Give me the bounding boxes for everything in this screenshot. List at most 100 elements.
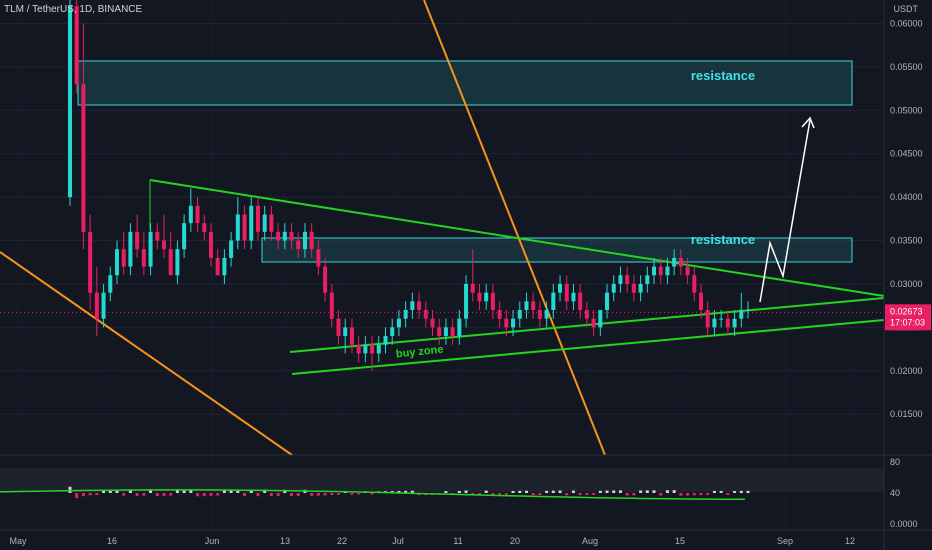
indicator-bar [263, 489, 267, 493]
candle-body [249, 205, 254, 241]
indicator-bar [531, 493, 535, 496]
candle-body [108, 275, 113, 293]
indicator-bar [652, 490, 656, 493]
candle [148, 223, 153, 276]
indicator-bar [370, 493, 374, 495]
candle [665, 257, 670, 284]
candle [175, 240, 180, 284]
indicator-bar [337, 493, 341, 495]
y-tick-label: 0.05000 [890, 105, 923, 115]
candle-body [376, 344, 381, 354]
countdown-value: 17:07:03 [890, 317, 925, 327]
candle [74, 0, 79, 93]
candle-body [470, 283, 475, 293]
candle [128, 223, 133, 276]
candle-body [155, 231, 160, 241]
y-tick-label: 0.04000 [890, 192, 923, 202]
candle [302, 223, 307, 258]
candle-body [396, 318, 401, 328]
symbol-header[interactable]: TLM / TetherUS, 1D, BINANCE [4, 4, 143, 15]
indicator-bar [95, 493, 99, 496]
indicator-bar [491, 493, 495, 496]
candle [551, 283, 556, 319]
candle-body [403, 309, 408, 319]
indicator-tick-label: 40 [890, 488, 900, 498]
candle [370, 336, 375, 371]
candle [645, 266, 650, 293]
candle-body [410, 301, 415, 310]
candle [564, 275, 569, 310]
candle-body [175, 249, 180, 276]
candle-body [390, 327, 395, 337]
indicator-bar [410, 490, 414, 493]
candle-body [141, 249, 146, 267]
y-tick-label: 0.04500 [890, 149, 923, 159]
candle-body [605, 292, 610, 310]
candle-body [443, 327, 448, 337]
candle [229, 231, 234, 267]
indicator-bar [679, 493, 683, 496]
candle [470, 249, 475, 302]
candle [417, 292, 422, 319]
indicator-bar [733, 490, 737, 493]
indicator-bar [504, 493, 508, 495]
candle [511, 309, 516, 337]
x-tick-label: Sep [777, 536, 793, 546]
time-axis[interactable]: May 16 Jun 13 22 Jul 11 20 Aug 15 Sep 12 [0, 529, 932, 546]
indicator-bar [686, 493, 690, 496]
candle-body [705, 309, 710, 328]
candle [222, 249, 227, 284]
indicator-bar [484, 490, 488, 493]
candle-body [678, 257, 683, 267]
candle [403, 301, 408, 328]
candle-body [558, 283, 563, 293]
candle-body [88, 231, 93, 293]
candle-body [370, 344, 375, 354]
x-tick-label: 20 [510, 536, 520, 546]
indicator-bar [518, 490, 522, 493]
candle-body [67, 6, 73, 198]
indicator-bar [639, 490, 643, 493]
candle-body [242, 214, 247, 241]
indicator-bar [578, 493, 582, 496]
candle-body [309, 231, 314, 250]
candle-body [564, 283, 569, 302]
candle [504, 309, 509, 337]
indicator-bar [189, 489, 193, 493]
x-tick-label: May [9, 536, 27, 546]
indicator-bar [209, 493, 213, 496]
candle [376, 336, 381, 363]
indicator-bar [645, 490, 649, 493]
indicator-tick-label: 80 [890, 457, 900, 467]
indicator-bar [330, 493, 334, 496]
candle-body [504, 318, 509, 328]
candle [544, 301, 549, 328]
indicator-bar [625, 493, 629, 496]
indicator-bar [612, 490, 616, 493]
candle [605, 283, 610, 319]
indicator-bar [68, 486, 72, 493]
candle-body [457, 318, 462, 337]
candle [349, 318, 354, 354]
candle-body [544, 309, 549, 319]
indicator-bar [592, 493, 596, 495]
y-tick-label: 0.03000 [890, 279, 923, 289]
candle-body [631, 283, 636, 293]
candle-body [235, 214, 240, 241]
candle [725, 309, 730, 337]
indicator-bar [598, 490, 602, 493]
candle-body [477, 292, 482, 302]
candle-body [188, 205, 193, 224]
resistance-zone-upper [77, 60, 853, 106]
candle [712, 309, 717, 337]
candle [161, 214, 166, 258]
candle [571, 283, 576, 310]
candle-body [464, 283, 469, 319]
candle [208, 223, 213, 267]
indicator-bar [551, 490, 555, 493]
indicator-bar [706, 493, 710, 495]
candle-body [511, 318, 516, 328]
indicator-bar [538, 493, 542, 496]
